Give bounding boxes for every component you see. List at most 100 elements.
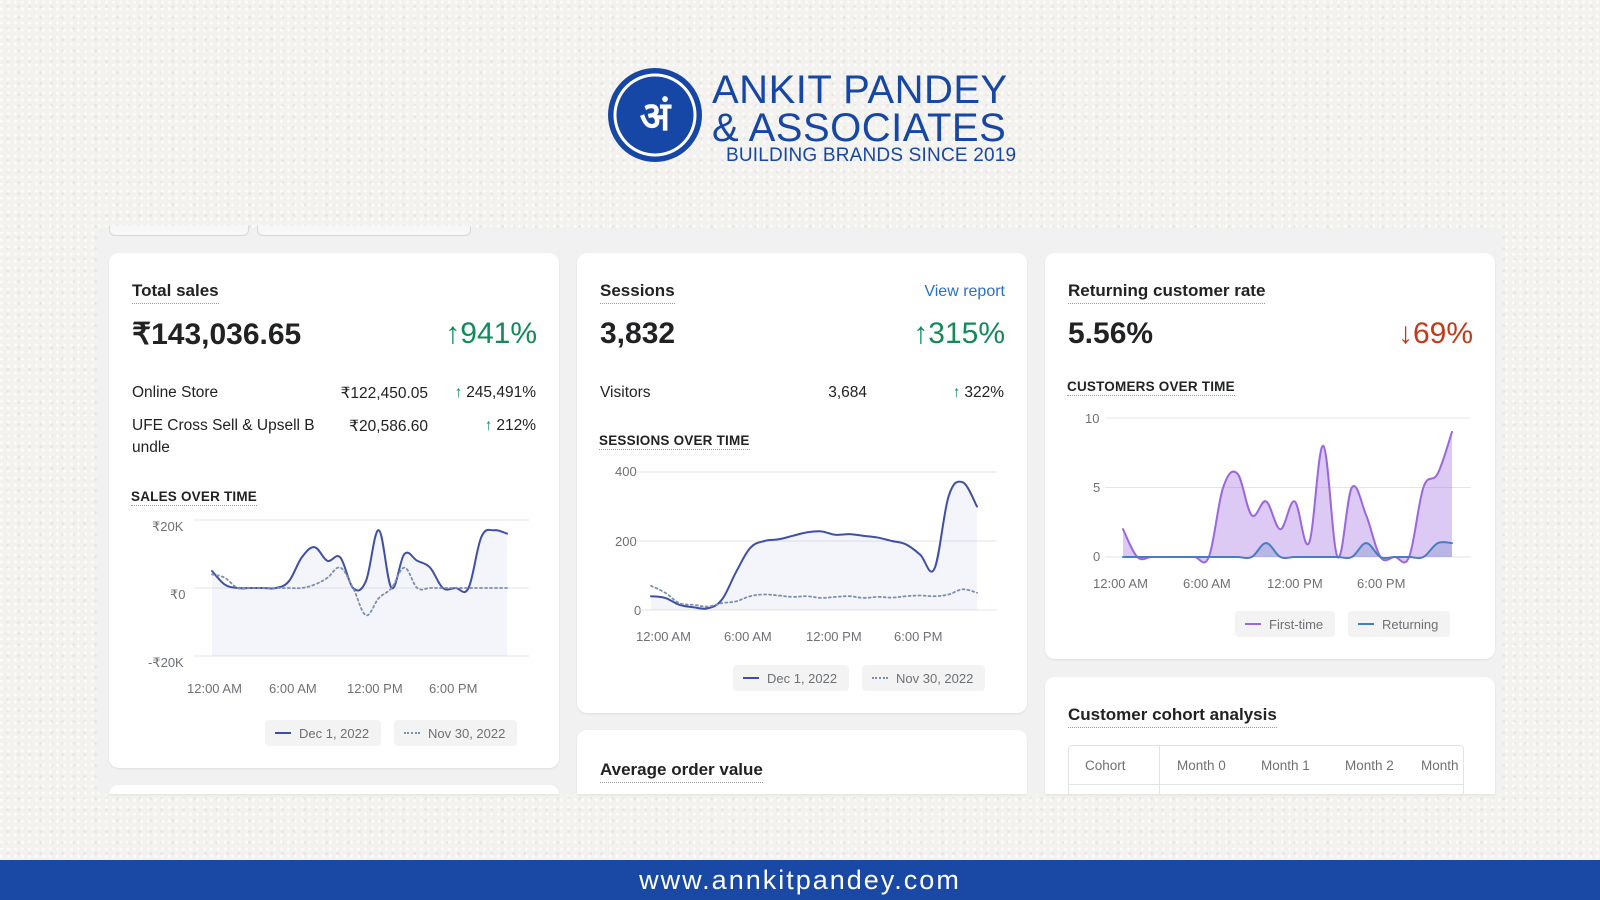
y-tick-label: 5 [1093,480,1101,495]
returning-rate-delta: ↓69% [1398,317,1473,351]
series-line [211,528,508,594]
x-tick-label: 12:00 AM [1093,576,1148,591]
legend-violet-line-icon [1245,623,1261,625]
series-line [211,566,508,617]
y-tick-label: 200 [615,534,637,549]
footer-url[interactable]: www.annkitpandey.com [639,864,961,895]
legend-dotted-line-icon [872,677,888,679]
arrow-up-icon: ↑ [445,317,461,350]
legend-blue-line-icon [1358,623,1374,625]
online-store-delta: ↑ 245,491% [454,384,536,402]
table-header-cell: Month 0 [1177,757,1226,773]
table-header-cell: Month 1 [1261,757,1310,773]
sessions-card: Sessions View report 3,832 ↑315% Visitor… [577,253,1027,713]
table-divider [1069,784,1463,785]
legend-nov-30[interactable]: Nov 30, 2022 [862,665,986,691]
brand-name-line1: ANKIT PANDEY [712,68,1008,112]
view-report-link[interactable]: View report [924,283,1005,300]
ufe-label-line1: UFE Cross Sell & Upsell B [132,417,315,434]
ufe-label-line2: undle [132,439,170,456]
legend-label: Dec 1, 2022 [299,725,370,741]
brand-tagline: BUILDING BRANDS SINCE 2019 [726,145,1017,166]
cohort-analysis-card: Customer cohort analysis Cohort Month 0 … [1045,677,1495,794]
table-header-cell: Cohort [1085,757,1126,773]
legend-label: Nov 30, 2022 [896,670,974,686]
delta-value: 322% [964,384,1004,401]
x-tick-label: 12:00 PM [806,629,862,644]
tab-stub[interactable] [257,226,471,236]
online-store-label: Online Store [132,384,219,401]
delta-value: 245,491% [466,384,536,401]
footer-bar: www.annkitpandey.com [0,860,1600,900]
brand-name-line2: & ASSOCIATES [712,106,1007,150]
table-divider [1159,746,1160,794]
returning-rate-value: 5.56% [1068,317,1154,350]
legend-returning[interactable]: Returning [1348,611,1451,637]
series-line [1122,541,1453,560]
x-tick-label: 12:00 AM [636,629,691,644]
y-tick-label: ₹0 [170,587,186,602]
legend-solid-line-icon [275,732,291,734]
brand-logo-icon: अं [608,68,702,162]
legend-label: First-time [1269,616,1324,632]
legend-label: Nov 30, 2022 [428,725,506,741]
card-title[interactable]: Returning customer rate [1068,281,1266,304]
legend-dec-1[interactable]: Dec 1, 2022 [733,665,850,691]
legend-first-time[interactable]: First-time [1235,611,1336,637]
x-tick-label: 12:00 PM [1267,576,1323,591]
x-tick-label: 6:00 AM [724,629,772,644]
average-order-value-card: Average order value [577,730,1027,794]
customers-over-time-label: CUSTOMERS OVER TIME [1067,379,1235,396]
card-title[interactable]: Customer cohort analysis [1068,705,1277,728]
sessions-delta: ↑315% [913,317,1005,351]
total-sales-card: Total sales ₹143,036.65 ↑941% Online Sto… [109,253,559,768]
tab-stub[interactable] [109,226,249,236]
series-line [650,584,978,608]
y-tick-label: -₹20K [148,655,184,670]
y-tick-label: 0 [1093,549,1101,564]
y-tick-label: 400 [615,464,637,479]
sessions-over-time-label: SESSIONS OVER TIME [599,433,750,450]
y-tick-label: 10 [1085,411,1100,426]
visitors-delta: ↑ 322% [953,384,1004,402]
x-tick-label: 6:00 PM [429,681,478,696]
legend-label: Returning [1382,616,1439,632]
legend-label: Dec 1, 2022 [767,670,838,686]
brand-header: अं ANKIT PANDEY & ASSOCIATES BUILDING BR… [606,64,1016,166]
table-header-cell: Month 2 [1345,757,1394,773]
y-tick-label: ₹20K [152,519,184,534]
cohort-table: Cohort Month 0 Month 1 Month 2 Month [1068,745,1464,794]
x-tick-label: 12:00 PM [347,681,403,696]
x-tick-label: 6:00 PM [1357,576,1406,591]
arrow-up-icon: ↑ [952,384,961,401]
visitors-amount: 3,684 [828,384,867,401]
delta-value: 212% [496,417,536,434]
series-area [1123,431,1452,563]
card-title[interactable]: Total sales [132,281,219,304]
arrow-up-icon: ↑ [484,417,493,434]
sessions-over-time-chart [637,471,997,611]
delta-value: 315% [928,317,1005,350]
ufe-amount: ₹20,586.60 [349,418,428,435]
sales-over-time-chart [194,519,529,657]
sales-over-time-label: SALES OVER TIME [131,489,258,506]
x-tick-label: 12:00 AM [187,681,242,696]
delta-value: 69% [1412,317,1473,350]
table-header-cell: Month [1421,757,1459,773]
card-title[interactable]: Average order value [600,760,763,783]
card-title[interactable]: Sessions [600,281,675,304]
series-area [651,481,977,610]
arrow-up-icon: ↑ [913,317,929,350]
x-tick-label: 6:00 AM [269,681,317,696]
sessions-value: 3,832 [600,317,676,350]
customers-over-time-chart [1105,417,1471,564]
legend-nov-30[interactable]: Nov 30, 2022 [394,720,518,746]
legend-dec-1[interactable]: Dec 1, 2022 [265,720,382,746]
x-tick-label: 6:00 PM [894,629,943,644]
series-area [212,529,507,656]
legend-solid-line-icon [743,677,759,679]
ufe-delta: ↑ 212% [485,417,536,435]
legend-dotted-line-icon [404,732,420,734]
total-sales-value: ₹143,036.65 [132,318,302,351]
brand-logo-glyph: अं [640,94,672,140]
